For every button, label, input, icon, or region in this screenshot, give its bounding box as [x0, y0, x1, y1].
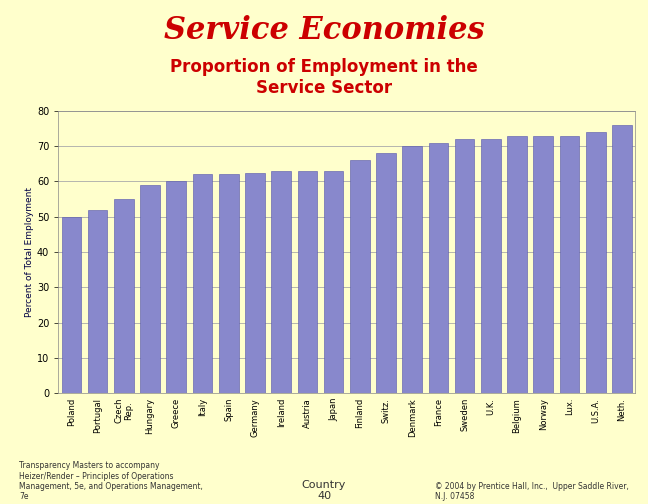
Bar [192, 174, 213, 393]
Bar [297, 171, 317, 393]
Bar [402, 146, 422, 393]
Bar [612, 125, 632, 393]
Bar [350, 160, 369, 393]
Bar [376, 153, 396, 393]
Bar [219, 174, 238, 393]
Bar [245, 172, 265, 393]
Bar [114, 199, 133, 393]
Bar [586, 132, 605, 393]
Bar [533, 136, 553, 393]
Bar [140, 185, 160, 393]
Text: Transparency Masters to accompany
Heizer/Render – Principles of Operations
Manag: Transparency Masters to accompany Heizer… [19, 461, 203, 501]
Y-axis label: Percent of Total Employment: Percent of Total Employment [25, 187, 34, 317]
Bar [167, 181, 186, 393]
Bar [560, 136, 579, 393]
Text: Country
40: Country 40 [302, 480, 346, 501]
Bar [272, 171, 291, 393]
Text: Service Economies: Service Economies [164, 15, 484, 46]
Bar [88, 210, 108, 393]
Bar [481, 139, 501, 393]
Text: © 2004 by Prentice Hall, Inc.,  Upper Saddle River,
N.J. 07458: © 2004 by Prentice Hall, Inc., Upper Sad… [435, 482, 629, 501]
Bar [507, 136, 527, 393]
Bar [62, 217, 81, 393]
Text: Proportion of Employment in the
Service Sector: Proportion of Employment in the Service … [170, 58, 478, 97]
Bar [455, 139, 474, 393]
Bar [324, 171, 343, 393]
Bar [428, 143, 448, 393]
